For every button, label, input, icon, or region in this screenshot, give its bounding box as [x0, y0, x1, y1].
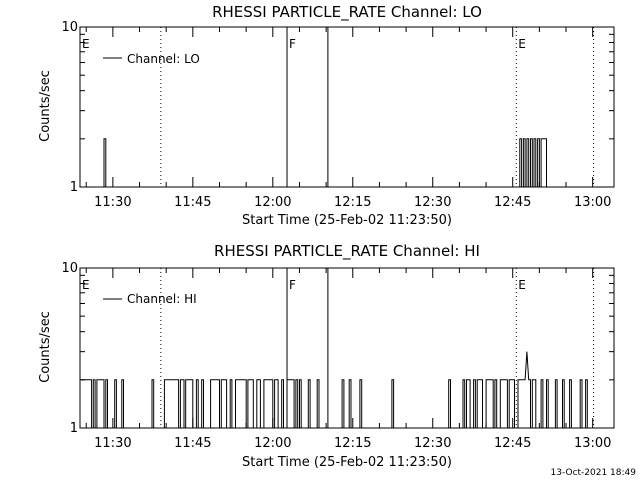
panel-1-event-marker-label: E [82, 37, 90, 51]
hi-chart-title: RHESSI PARTICLE_RATE Channel: HI [214, 242, 480, 261]
panel-1-x-tick-label: 12:15 [334, 195, 371, 210]
lo-chart-title: RHESSI PARTICLE_RATE Channel: LO [212, 3, 482, 22]
panel-2-x-tick-label: 11:45 [174, 436, 211, 451]
panel-2-x-tick-label: 11:30 [94, 436, 131, 451]
panel-1-data-series-line [103, 138, 547, 188]
hi-channel-panel: RHESSI PARTICLE_RATE Channel: HI Counts/… [38, 242, 615, 470]
lo-channel-panel: RHESSI PARTICLE_RATE Channel: LO Counts/… [38, 3, 615, 228]
hi-legend-label: Channel: HI [127, 292, 197, 306]
panel-2-data-series-line [80, 351, 588, 429]
panel-2-x-tick-label: 12:45 [494, 436, 531, 451]
hi-y-tick-label-10: 10 [61, 261, 78, 276]
footer-timestamp: 13-Oct-2021 18:49 [551, 468, 637, 478]
lo-y-tick-label-1: 1 [70, 180, 78, 195]
panel-1-x-tick-label: 12:45 [494, 195, 531, 210]
hi-y-tick-label-1: 1 [70, 421, 78, 436]
panel-1-event-marker-label: F [289, 37, 296, 51]
panel-1-x-tick-label: 11:45 [174, 195, 211, 210]
lo-y-tick-label-10: 10 [61, 20, 78, 35]
hi-x-axis-label: Start Time (25-Feb-02 11:23:50) [242, 455, 452, 470]
panel-2-event-marker-label: E [82, 278, 90, 292]
panel-2-event-marker-label: E [518, 278, 526, 292]
panel-1-x-tick-label: 12:30 [414, 195, 451, 210]
hi-y-axis-label: Counts/sec [38, 311, 53, 383]
panel-1-x-tick-label: 13:00 [574, 195, 611, 210]
panel-1-x-tick-label: 11:30 [94, 195, 131, 210]
panel-2-x-tick-label: 13:00 [574, 436, 611, 451]
panel-2-x-tick-label: 12:15 [334, 436, 371, 451]
lo-y-axis-label: Counts/sec [38, 70, 53, 142]
panel-1-x-tick-label: 12:00 [254, 195, 291, 210]
panel-2-x-tick-label: 12:30 [414, 436, 451, 451]
panel-2-x-tick-label: 12:00 [254, 436, 291, 451]
lo-legend-label: Channel: LO [127, 52, 200, 66]
panel-1-event-marker-label: E [518, 37, 526, 51]
lo-x-axis-label: Start Time (25-Feb-02 11:23:50) [242, 213, 452, 228]
panel-2-event-marker-label: F [289, 278, 296, 292]
